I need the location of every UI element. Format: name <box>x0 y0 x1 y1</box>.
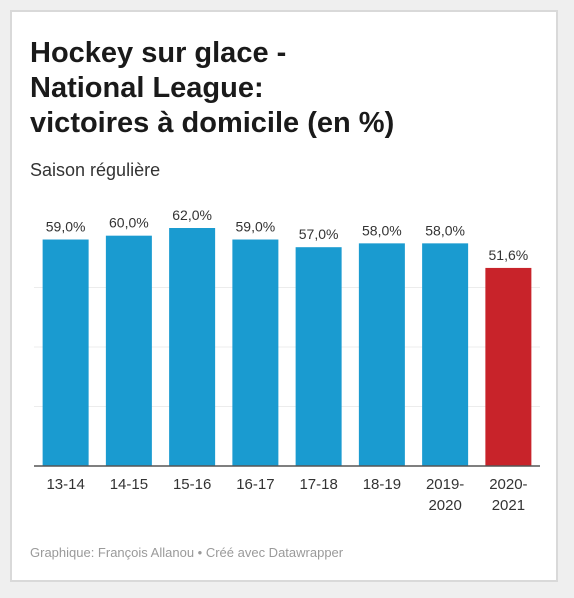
bar-value-label: 59,0% <box>46 219 86 235</box>
x-tick-label: 15-16 <box>173 476 211 493</box>
bar-value-label: 57,0% <box>299 226 339 242</box>
title-line-2: National League: <box>30 72 264 104</box>
bar-chart: 59,0% 13-14 60,0% 14-15 62,0% 15-16 59,0% 16-17… <box>34 207 540 514</box>
bar <box>485 267 532 466</box>
bar <box>358 243 405 466</box>
title-line-3: victoires à domicile (en %) <box>30 107 395 139</box>
bar-value-label: 59,0% <box>236 219 276 235</box>
x-tick-label: 18-19 <box>363 476 401 493</box>
bar-value-label: 60,0% <box>109 215 149 231</box>
x-tick-label: 2020- <box>489 476 527 493</box>
chart-subtitle: Saison régulière <box>30 160 161 180</box>
x-tick-label: 17-18 <box>299 476 337 493</box>
chart-footer: Graphique: François Allanou • Créé avec … <box>30 545 344 560</box>
bar-value-label: 51,6% <box>489 247 529 263</box>
chart-card: Hockey sur glace - National League: vict… <box>10 10 558 582</box>
bar <box>232 239 279 466</box>
x-tick-label: 2021 <box>492 497 525 514</box>
bar-value-label: 58,0% <box>362 222 402 238</box>
bar <box>169 228 216 466</box>
title-line-1: Hockey sur glace - <box>30 37 287 69</box>
bar <box>295 247 342 466</box>
x-tick-label: 13-14 <box>46 476 84 493</box>
bar <box>422 243 469 466</box>
bar-value-label: 62,0% <box>172 207 212 223</box>
bar <box>105 235 152 466</box>
x-tick-label: 2019- <box>426 476 464 493</box>
x-tick-label: 2020 <box>428 497 461 514</box>
x-tick-label: 14-15 <box>110 476 148 493</box>
bar <box>42 239 89 466</box>
x-tick-label: 16-17 <box>236 476 274 493</box>
bar-value-label: 58,0% <box>425 222 465 238</box>
chart-title: Hockey sur glace - National League: vict… <box>30 36 540 141</box>
